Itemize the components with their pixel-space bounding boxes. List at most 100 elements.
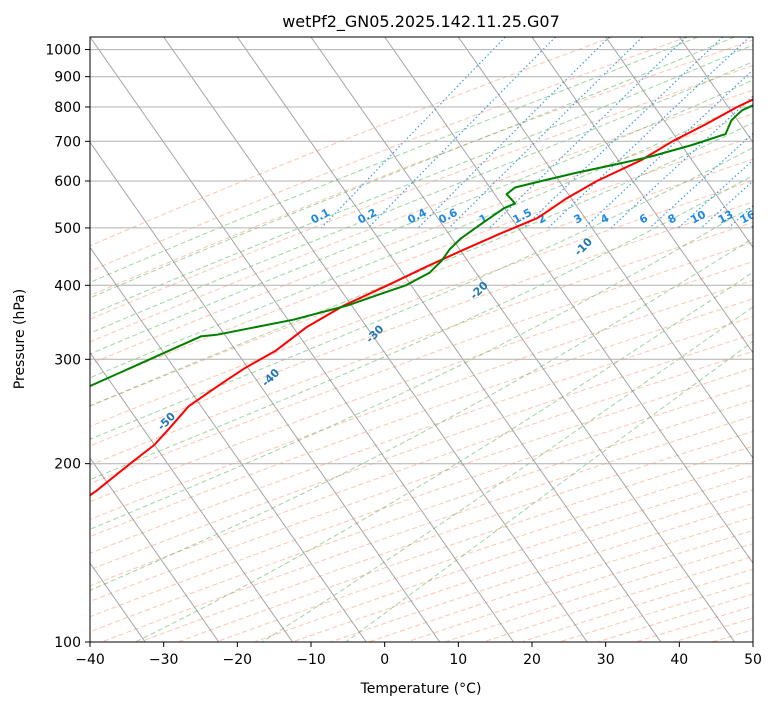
y-tick-label: 900 xyxy=(54,70,81,86)
dry-adiabat xyxy=(90,89,753,343)
isotherm-line xyxy=(678,37,753,144)
mixing-ratio-label: 10 xyxy=(688,208,708,227)
dry-adiabat xyxy=(90,316,753,554)
mixing-ratio-label: 0.2 xyxy=(356,206,379,227)
chart-title: wetPf2_GN05.2025.142.11.25.G07 xyxy=(282,12,560,32)
dry-adiabat xyxy=(90,279,753,520)
y-tick-label: 100 xyxy=(54,635,81,651)
dry-adiabat xyxy=(90,201,753,447)
mixing-ratio-line xyxy=(367,37,556,229)
moist-adiabat xyxy=(90,37,698,283)
moist-adiabat xyxy=(90,37,735,299)
isotherm-line xyxy=(90,141,441,642)
isotherm-label: -40 xyxy=(259,366,282,389)
dry-adiabat xyxy=(90,37,613,247)
isotherm-line xyxy=(0,37,72,642)
x-tick-label: 40 xyxy=(670,652,688,668)
dry-adiabat xyxy=(90,113,753,365)
mixing-ratio-label: 13 xyxy=(716,208,736,227)
dry-adiabat xyxy=(90,241,753,485)
isotherm-line xyxy=(90,37,514,642)
dry-adiabat xyxy=(90,64,753,320)
mixing-ratio-line xyxy=(750,224,753,229)
dry-adiabat xyxy=(90,158,753,407)
y-axis-ticks: 100 200 300 400 500 600 700 800 900 1000 xyxy=(45,43,90,651)
x-tick-label: 20 xyxy=(523,652,541,668)
dry-adiabat xyxy=(90,260,753,503)
dry-adiabat xyxy=(90,367,753,602)
mixing-ratio-line xyxy=(677,159,753,229)
mixing-ratio-label: 0.6 xyxy=(436,206,460,227)
y-tick-label: 700 xyxy=(54,134,81,150)
x-tick-label: 50 xyxy=(744,652,762,668)
mixing-ratio-line xyxy=(649,132,753,229)
moist-adiabat xyxy=(90,237,753,591)
isotherm-label: -10 xyxy=(572,235,595,258)
mixing-ratio-label: 4 xyxy=(598,211,611,226)
mixing-ratio-label: 8 xyxy=(666,211,679,226)
dry-adiabat xyxy=(406,530,753,642)
mixing-ratio-label: 20 xyxy=(762,208,775,227)
mixing-ratio-label: 3 xyxy=(572,211,585,226)
mixing-ratio-line xyxy=(489,37,687,229)
dry-adiabat xyxy=(90,136,753,386)
moist-adiabat xyxy=(90,147,753,440)
x-tick-label: 30 xyxy=(597,652,615,668)
moist-adiabat xyxy=(90,61,753,334)
dry-adiabat xyxy=(635,605,753,642)
x-tick-label: −20 xyxy=(223,652,253,668)
moist-adiabat xyxy=(90,99,753,379)
plot-frame xyxy=(89,36,754,643)
moist-adiabat xyxy=(90,174,753,481)
dry-adiabat xyxy=(90,221,753,466)
mixing-ratio-line xyxy=(522,37,724,229)
mixing-ratio-label: 0.4 xyxy=(406,206,430,227)
dry-adiabat xyxy=(101,415,753,642)
y-tick-label: 600 xyxy=(54,174,81,190)
mixing-ratio-line xyxy=(417,37,610,229)
isotherm-line xyxy=(90,351,293,642)
mixing-ratio-label: 16 xyxy=(738,208,758,227)
profiles xyxy=(90,98,753,497)
background-lines xyxy=(0,37,753,642)
y-tick-label: 400 xyxy=(54,278,81,294)
x-tick-label: −10 xyxy=(296,652,326,668)
dry-adiabat xyxy=(90,180,753,427)
moist-adiabat xyxy=(135,271,753,642)
x-axis-ticks: −40 −30 −20 −10 0 10 20 30 40 50 xyxy=(75,642,762,668)
isotherm-line xyxy=(605,37,753,249)
moist-adiabat xyxy=(90,205,753,530)
isotherm-line xyxy=(310,37,735,642)
x-tick-label: −30 xyxy=(149,652,179,668)
isotherm-line xyxy=(90,457,220,642)
isotherm-line xyxy=(90,246,367,642)
dry-adiabat xyxy=(90,37,688,272)
mixing-ratio-label: 6 xyxy=(637,211,650,226)
dry-adiabat xyxy=(673,617,753,642)
x-tick-label: 0 xyxy=(380,652,389,668)
isotherm-line xyxy=(752,37,753,38)
dry-adiabat xyxy=(444,543,753,642)
y-tick-label: 200 xyxy=(54,457,81,473)
moist-adiabat xyxy=(345,340,753,642)
mixing-ratio-line xyxy=(583,69,753,229)
mixing-ratio-label: 0.1 xyxy=(309,206,332,227)
dry-adiabat xyxy=(139,430,753,642)
x-axis-label: Temperature (°C) xyxy=(360,681,482,697)
isotherm-line xyxy=(384,37,753,565)
isotherm-label: -20 xyxy=(468,279,491,302)
x-tick-label: 10 xyxy=(449,652,467,668)
y-tick-label: 500 xyxy=(54,221,81,237)
isotherm-line xyxy=(163,37,588,642)
mixing-ratio-line xyxy=(700,180,753,229)
dry-adiabat xyxy=(90,298,753,538)
mixing-ratio-line xyxy=(320,37,506,229)
dry-adiabat xyxy=(292,489,753,642)
temperature-profile xyxy=(90,98,753,497)
y-tick-label: 300 xyxy=(54,352,81,368)
moist-adiabat xyxy=(90,122,753,407)
isotherm-line xyxy=(457,37,753,459)
isotherm-line xyxy=(236,37,662,642)
y-tick-label: 800 xyxy=(54,100,81,116)
